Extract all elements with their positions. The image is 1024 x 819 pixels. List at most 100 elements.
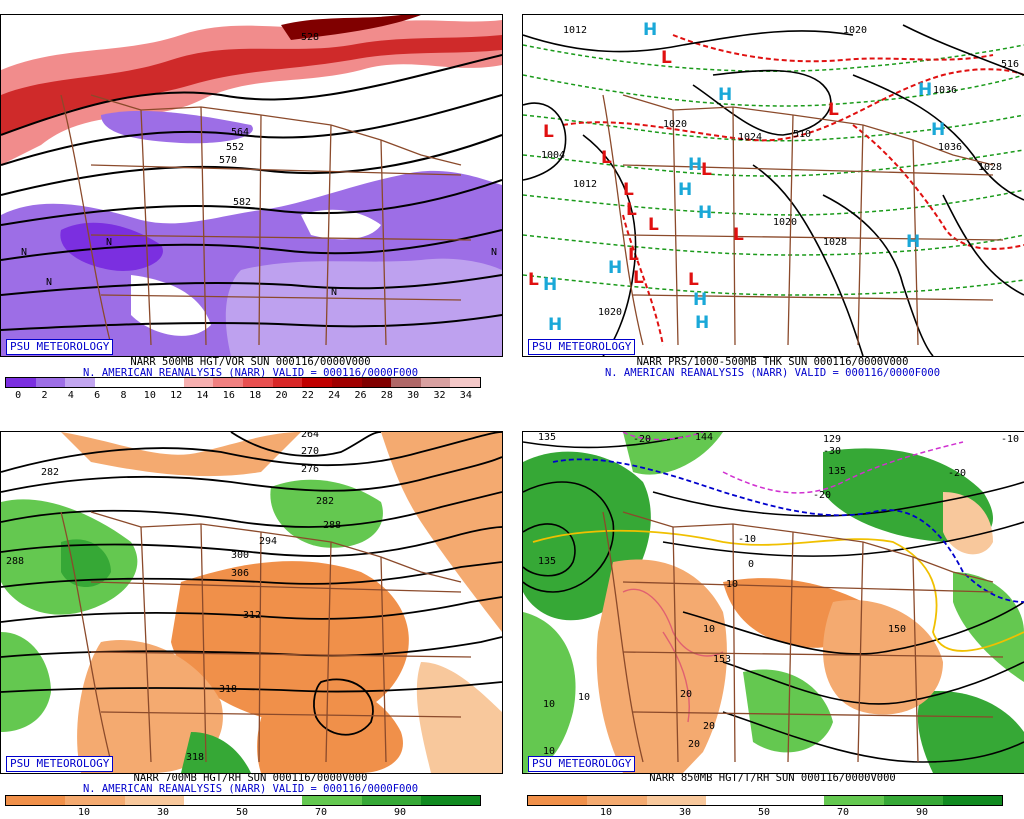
colorbar-rh <box>527 795 1003 806</box>
temperature-label: 10 <box>578 692 590 703</box>
map-pressure-graphic: 1012 1020 1004 1012 1020 1028 1020 1028 … <box>523 15 1024 356</box>
colorbar-segment <box>183 796 243 805</box>
map-850mb: 135 144 129 135 135 153 150 -20 -30 -20 … <box>522 431 1024 774</box>
map-500mb: 528 564 552 570 582 N N N N N PSU METEOR… <box>0 14 503 357</box>
high-pressure-symbol: H <box>643 20 657 40</box>
colorbar-segment <box>302 378 332 387</box>
colorbar-segment <box>65 378 95 387</box>
north-symbol: N <box>491 247 497 258</box>
colorbar-tick-label: 70 <box>836 807 850 818</box>
thickness-label: 510 <box>793 129 811 140</box>
isobar-label: 1020 <box>843 25 867 36</box>
contour-label: 150 <box>888 624 906 635</box>
colorbar-segment <box>65 796 125 805</box>
thickness-label: 516 <box>1001 59 1019 70</box>
contour-label: 318 <box>219 684 237 695</box>
low-pressure-symbol: L <box>633 268 644 288</box>
colorbar-tick-label: 90 <box>393 807 407 818</box>
temperature-label: 20 <box>680 689 692 700</box>
colorbar-segment <box>824 796 884 805</box>
contour-label: 570 <box>219 155 237 166</box>
colorbar-segment <box>450 378 480 387</box>
low-pressure-symbol: L <box>626 200 637 220</box>
colorbar-segment <box>361 796 421 805</box>
colorbar-segment <box>35 378 66 387</box>
colorbar-ticks: 0 2 4 6 8 10 12 14 16 18 20 22 24 26 28 30 32 34 <box>5 390 479 402</box>
colorbar-tick-label: 8 <box>120 390 127 401</box>
colorbar-tick-label: 26 <box>354 390 367 401</box>
high-pressure-symbol: H <box>688 155 702 175</box>
low-pressure-symbol: L <box>688 270 699 290</box>
low-pressure-symbol: L <box>528 270 539 290</box>
high-pressure-symbol: H <box>918 80 932 100</box>
map-700mb: 282 264 270 276 288 282 288 294 300 306 … <box>0 431 503 774</box>
map-500mb-graphic: 528 564 552 570 582 N N N N N <box>1 15 502 356</box>
colorbar-tick-label: 10 <box>143 390 156 401</box>
colorbar-tick-label: 22 <box>301 390 314 401</box>
colorbar-tick-label: 50 <box>757 807 771 818</box>
high-pressure-symbol: H <box>543 275 557 295</box>
low-pressure-symbol: L <box>828 100 839 120</box>
colorbar-tick-label: 10 <box>599 807 613 818</box>
psu-badge: PSU METEOROLOGY <box>528 756 636 772</box>
contour-label: 270 <box>301 446 319 457</box>
temperature-label: 0 <box>748 559 754 570</box>
low-pressure-symbol: L <box>543 122 554 142</box>
colorbar-segment <box>765 796 825 805</box>
colorbar-segment <box>942 796 1002 805</box>
temperature-label: -20 <box>633 434 651 445</box>
colorbar-ticks: 10 30 50 70 90 <box>527 807 1001 819</box>
colorbar-tick-label: 32 <box>433 390 446 401</box>
contour-label: 312 <box>243 610 261 621</box>
colorbar-segment <box>705 796 765 805</box>
isobar-label: 1024 <box>738 132 762 143</box>
isobar-label: 1012 <box>573 179 597 190</box>
colorbar-tick-label: 50 <box>235 807 249 818</box>
colorbar-segment <box>94 378 125 387</box>
colorbar-segment <box>587 796 647 805</box>
caption-valid: N. AMERICAN REANALYSIS (NARR) VALID = 00… <box>82 783 419 795</box>
high-pressure-symbol: H <box>718 85 732 105</box>
colorbar-tick-label: 30 <box>678 807 692 818</box>
contour-label: 300 <box>231 550 249 561</box>
caption-title: NARR 850MB HGT/T/RH SUN 000116/0000V000 <box>649 772 896 784</box>
contour-label: 318 <box>186 752 204 763</box>
temperature-label: -10 <box>1001 434 1019 445</box>
colorbar-segment <box>213 378 243 387</box>
low-pressure-symbol: L <box>701 160 712 180</box>
colorbar-tick-label: 18 <box>249 390 262 401</box>
high-pressure-symbol: H <box>698 203 712 223</box>
high-pressure-symbol: H <box>678 180 692 200</box>
low-pressure-symbol: L <box>601 148 612 168</box>
north-symbol: N <box>46 277 52 288</box>
high-pressure-symbol: H <box>608 258 622 278</box>
colorbar-tick-label: 30 <box>156 807 170 818</box>
map-pressure-thickness: 1012 1020 1004 1012 1020 1028 1020 1028 … <box>522 14 1024 357</box>
contour-label: 306 <box>231 568 249 579</box>
isobar-label: 1012 <box>563 25 587 36</box>
temperature-label: 10 <box>726 579 738 590</box>
colorbar-segment <box>420 378 451 387</box>
caption-valid: N. AMERICAN REANALYSIS (NARR) VALID = 00… <box>82 367 419 379</box>
colorbar-tick-label: 90 <box>915 807 929 818</box>
colorbar-segment <box>646 796 706 805</box>
isobar-label: 1020 <box>663 119 687 130</box>
colorbar-tick-label: 10 <box>77 807 91 818</box>
high-pressure-symbol: H <box>548 315 562 335</box>
high-pressure-symbol: H <box>906 232 920 252</box>
contour-label: 288 <box>323 520 341 531</box>
caption-valid: N. AMERICAN REANALYSIS (NARR) VALID = 00… <box>604 367 941 379</box>
colorbar-tick-label: 2 <box>41 390 48 401</box>
temperature-label: -10 <box>738 534 756 545</box>
colorbar-tick-label: 28 <box>380 390 393 401</box>
contour-label: 129 <box>823 434 841 445</box>
isobar-label: 1020 <box>773 217 797 228</box>
contour-label: 153 <box>713 654 731 665</box>
colorbar-segment <box>272 378 303 387</box>
contour-label: 282 <box>316 496 334 507</box>
contour-label: 528 <box>301 32 319 43</box>
low-pressure-symbol: L <box>648 215 659 235</box>
psu-badge: PSU METEOROLOGY <box>6 756 114 772</box>
colorbar-segment <box>302 796 362 805</box>
colorbar-tick-label: 14 <box>196 390 209 401</box>
